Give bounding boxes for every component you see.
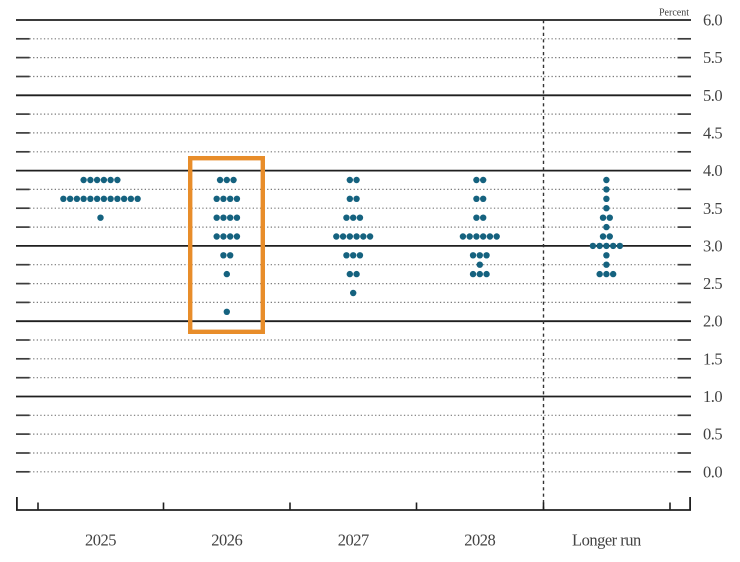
svg-text:1.0: 1.0 <box>703 387 722 406</box>
svg-text:2025: 2025 <box>85 531 116 550</box>
svg-text:4.0: 4.0 <box>703 161 722 180</box>
svg-text:3.0: 3.0 <box>703 236 722 255</box>
svg-text:2027: 2027 <box>338 531 369 550</box>
svg-text:0.5: 0.5 <box>703 425 722 444</box>
svg-text:5.0: 5.0 <box>703 86 722 105</box>
svg-text:4.5: 4.5 <box>703 123 722 142</box>
svg-text:2028: 2028 <box>464 531 495 550</box>
svg-text:Percent: Percent <box>659 8 689 19</box>
svg-text:Longer run: Longer run <box>572 531 641 550</box>
svg-text:5.5: 5.5 <box>703 48 722 67</box>
svg-text:6.0: 6.0 <box>703 11 722 30</box>
svg-text:3.5: 3.5 <box>703 199 722 218</box>
svg-text:0.0: 0.0 <box>703 462 722 481</box>
svg-text:1.5: 1.5 <box>703 349 722 368</box>
svg-text:2026: 2026 <box>211 531 242 550</box>
svg-text:2.5: 2.5 <box>703 274 722 293</box>
svg-text:2.0: 2.0 <box>703 312 722 331</box>
